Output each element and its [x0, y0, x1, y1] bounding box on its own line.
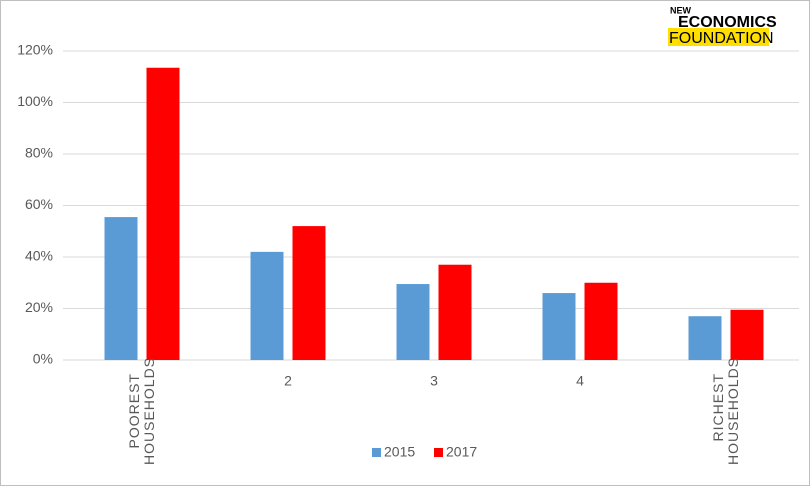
x-tick-label: 2 [284, 373, 292, 389]
logo-line1: NEW [670, 5, 692, 15]
bar [730, 309, 764, 360]
bar [438, 264, 472, 360]
x-tick-label: 3 [430, 373, 438, 389]
bar [396, 284, 430, 360]
logo-highlight [668, 28, 769, 46]
bar [584, 282, 618, 360]
bar [688, 316, 722, 360]
legend-label: 2017 [446, 444, 477, 460]
y-tick-label: 80% [25, 145, 53, 161]
y-tick-label: 120% [17, 42, 53, 58]
x-tick-label: 4 [576, 373, 584, 389]
y-tick-label: 20% [25, 299, 53, 315]
legend-swatch [434, 448, 443, 457]
legend-swatch [372, 448, 381, 457]
legend-label: 2015 [384, 444, 415, 460]
x-tick-label: RICHEST HOUSEHOLDS [710, 356, 741, 465]
bar [146, 67, 180, 361]
y-tick-label: 40% [25, 248, 53, 264]
y-tick-label: 0% [33, 351, 53, 367]
bar [104, 217, 138, 360]
bar [292, 226, 326, 360]
x-tick-label: POOREST HOUSEHOLDS [126, 356, 157, 465]
bar [542, 293, 576, 360]
bar [250, 251, 284, 360]
y-tick-label: 100% [17, 93, 53, 109]
logo-line2: ECONOMICS [678, 14, 777, 31]
y-tick-label: 60% [25, 196, 53, 212]
logo-line3: FOUNDATION [669, 30, 774, 47]
